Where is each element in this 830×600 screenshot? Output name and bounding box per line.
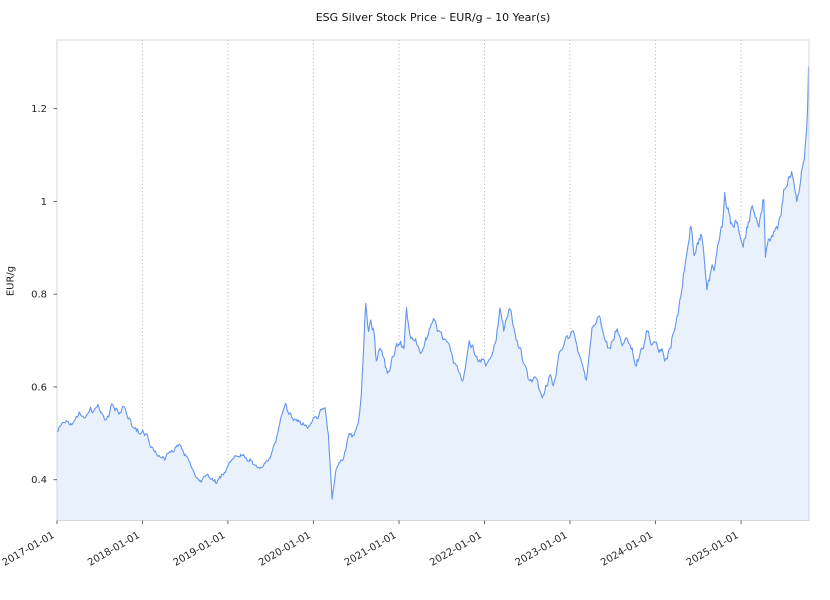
- y-tick-label: 0.8: [31, 290, 47, 301]
- x-tick-label: 2019-01-01: [172, 530, 228, 569]
- x-tick-label: 2024-01-01: [599, 530, 655, 569]
- x-tick-label: 2022-01-01: [428, 530, 484, 569]
- y-tick-label: 0.6: [31, 382, 47, 393]
- x-tick-label: 2017-01-01: [1, 530, 57, 569]
- y-tick-label: 0.4: [31, 475, 47, 486]
- x-tick-label: 2020-01-01: [257, 530, 313, 569]
- price-area-fill: [57, 66, 809, 521]
- x-tick-label: 2018-01-01: [86, 530, 142, 569]
- y-tick-label: 1.2: [31, 104, 47, 115]
- x-tick-label: 2025-01-01: [685, 530, 741, 569]
- x-tick-label: 2023-01-01: [514, 530, 570, 569]
- plot-border: [56, 39, 810, 521]
- chart-title: ESG Silver Stock Price – EUR/g – 10 Year…: [315, 11, 551, 24]
- x-tick-label: 2021-01-01: [343, 530, 399, 569]
- y-tick-label: 1: [41, 197, 47, 208]
- price-line: [57, 66, 809, 500]
